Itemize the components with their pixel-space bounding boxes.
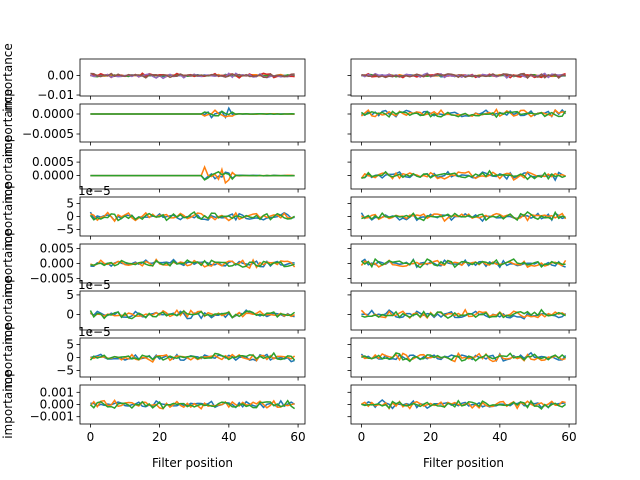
- series-line-r4-c1-s2: [360, 257, 566, 269]
- y-tick-label: −0.005: [30, 272, 74, 286]
- y-tick-label: 0.0005: [32, 155, 74, 169]
- series-line-r3-c0-s1: [90, 211, 295, 223]
- series-line-r6-c1-s2: [361, 352, 567, 363]
- series-line-r5-c0-s1: [89, 309, 295, 319]
- y-tick-label: −5: [56, 223, 74, 237]
- series-line-r6-c0-s1: [90, 353, 296, 364]
- series-line-r1-c0-s2: [90, 110, 295, 117]
- y-axis-label: importance: [1, 229, 15, 298]
- axes-frame: [79, 149, 306, 190]
- axes-frame: [79, 290, 306, 331]
- series-line-r0-c0-s5: [90, 72, 295, 79]
- series-line-r7-c0-s2: [89, 399, 296, 410]
- subplot-r7-c1: 0 20 40 60: [347, 384, 577, 444]
- axes-frame: [350, 58, 577, 97]
- offset-label: 1e−5: [78, 325, 111, 339]
- series-line-r4-c0-s2: [90, 259, 295, 268]
- x-tick-label: 60: [561, 430, 576, 444]
- series-line-r0-c1-s5: [361, 72, 566, 80]
- y-tick-label: −5: [56, 364, 74, 378]
- y-tick-label: 0: [66, 210, 74, 224]
- axes-frame: [79, 58, 306, 97]
- y-tick-label: −0.01: [37, 88, 74, 102]
- offset-label: 1e−5: [78, 184, 111, 198]
- y-tick-label: 0.000: [40, 398, 74, 412]
- series-line-r4-c1-s1: [360, 259, 567, 269]
- subplot-r6-c1: [347, 337, 577, 381]
- series-line-r5-c1-s1: [360, 308, 567, 320]
- subplot-r3-c1: [347, 196, 577, 240]
- y-axis-label: importance: [1, 89, 15, 158]
- y-axis-label: importance: [1, 135, 15, 204]
- y-axis-label: importance: [1, 323, 15, 392]
- x-tick-label: 60: [290, 430, 305, 444]
- y-axis-label: importance: [1, 276, 15, 345]
- series-line-r7-c0-s0: [90, 399, 296, 409]
- subplot-r3-c0: 50−5 1e−5 importance: [1, 182, 306, 251]
- series-line-r7-c1-s2: [361, 399, 567, 410]
- series-line-r5-c0-s0: [90, 309, 295, 320]
- y-tick-label: 0: [66, 351, 74, 365]
- series-line-r2-c0-s2: [90, 170, 295, 181]
- series-line-r2-c1-s2: [361, 169, 566, 181]
- y-tick-label: 0: [66, 307, 74, 321]
- y-tick-label: 5: [66, 288, 74, 302]
- y-tick-label: −0.0005: [22, 127, 74, 141]
- y-tick-label: 0.0000: [32, 169, 74, 183]
- x-axis-label: Filter position: [423, 456, 504, 470]
- axes-frame: [350, 290, 577, 331]
- y-tick-label: 5: [66, 197, 74, 211]
- series-line-r3-c1-s2: [361, 210, 566, 222]
- subplot-r2-c1: [347, 149, 577, 193]
- subplot-r0-c0: 0.00 −0.01 importance: [1, 43, 306, 112]
- subplot-r1-c1: [347, 103, 577, 146]
- series-line-r6-c0-s2: [89, 351, 296, 361]
- y-tick-label: 5: [66, 338, 74, 352]
- x-tick-label: 40: [492, 430, 507, 444]
- subplot-r0-c1: [347, 58, 577, 100]
- offset-label: 1e−5: [78, 278, 111, 292]
- series-line-r6-c1-s0: [360, 351, 567, 363]
- x-axis-label: Filter position: [152, 456, 233, 470]
- series-line-r1-c1-s2: [360, 110, 567, 119]
- subplot-r6-c0: 50−5 1e−5 importance: [1, 323, 306, 392]
- series-line-r3-c0-s2: [89, 210, 296, 222]
- y-tick-label: 0.0000: [32, 107, 74, 121]
- axes-frame: [79, 103, 306, 143]
- subplot-r5-c0: 5 0 1e−5 importance: [1, 276, 306, 345]
- subplot-r4-c1: [347, 243, 577, 287]
- y-tick-label: −0.001: [30, 410, 74, 424]
- y-tick-label: 0.000: [40, 257, 74, 271]
- series-line-r1-c0-s0: [90, 106, 295, 120]
- x-tick-label: 20: [423, 430, 438, 444]
- series-line-r5-c0-s2: [89, 310, 296, 320]
- x-tick-label: 20: [152, 430, 167, 444]
- y-tick-label: 0.00: [47, 69, 74, 83]
- axes-frame: [350, 149, 577, 190]
- y-tick-label: 0.005: [40, 242, 74, 256]
- subplot-r5-c1: [347, 290, 577, 334]
- series-line-r2-c1-s1: [360, 170, 566, 181]
- y-tick-label: 0.001: [40, 385, 74, 399]
- x-tick-label: 0: [87, 430, 95, 444]
- axes-frame: [350, 103, 577, 143]
- x-tick-label: 40: [221, 430, 236, 444]
- y-axis-label: importance: [1, 43, 15, 112]
- subplot-r1-c0: 0.0000 −0.0005 importance: [1, 89, 306, 158]
- y-axis-label: importance: [1, 370, 15, 439]
- y-axis-label: importance: [1, 182, 15, 251]
- series-line-r5-c1-s2: [361, 308, 566, 319]
- x-tick-label: 0: [358, 430, 366, 444]
